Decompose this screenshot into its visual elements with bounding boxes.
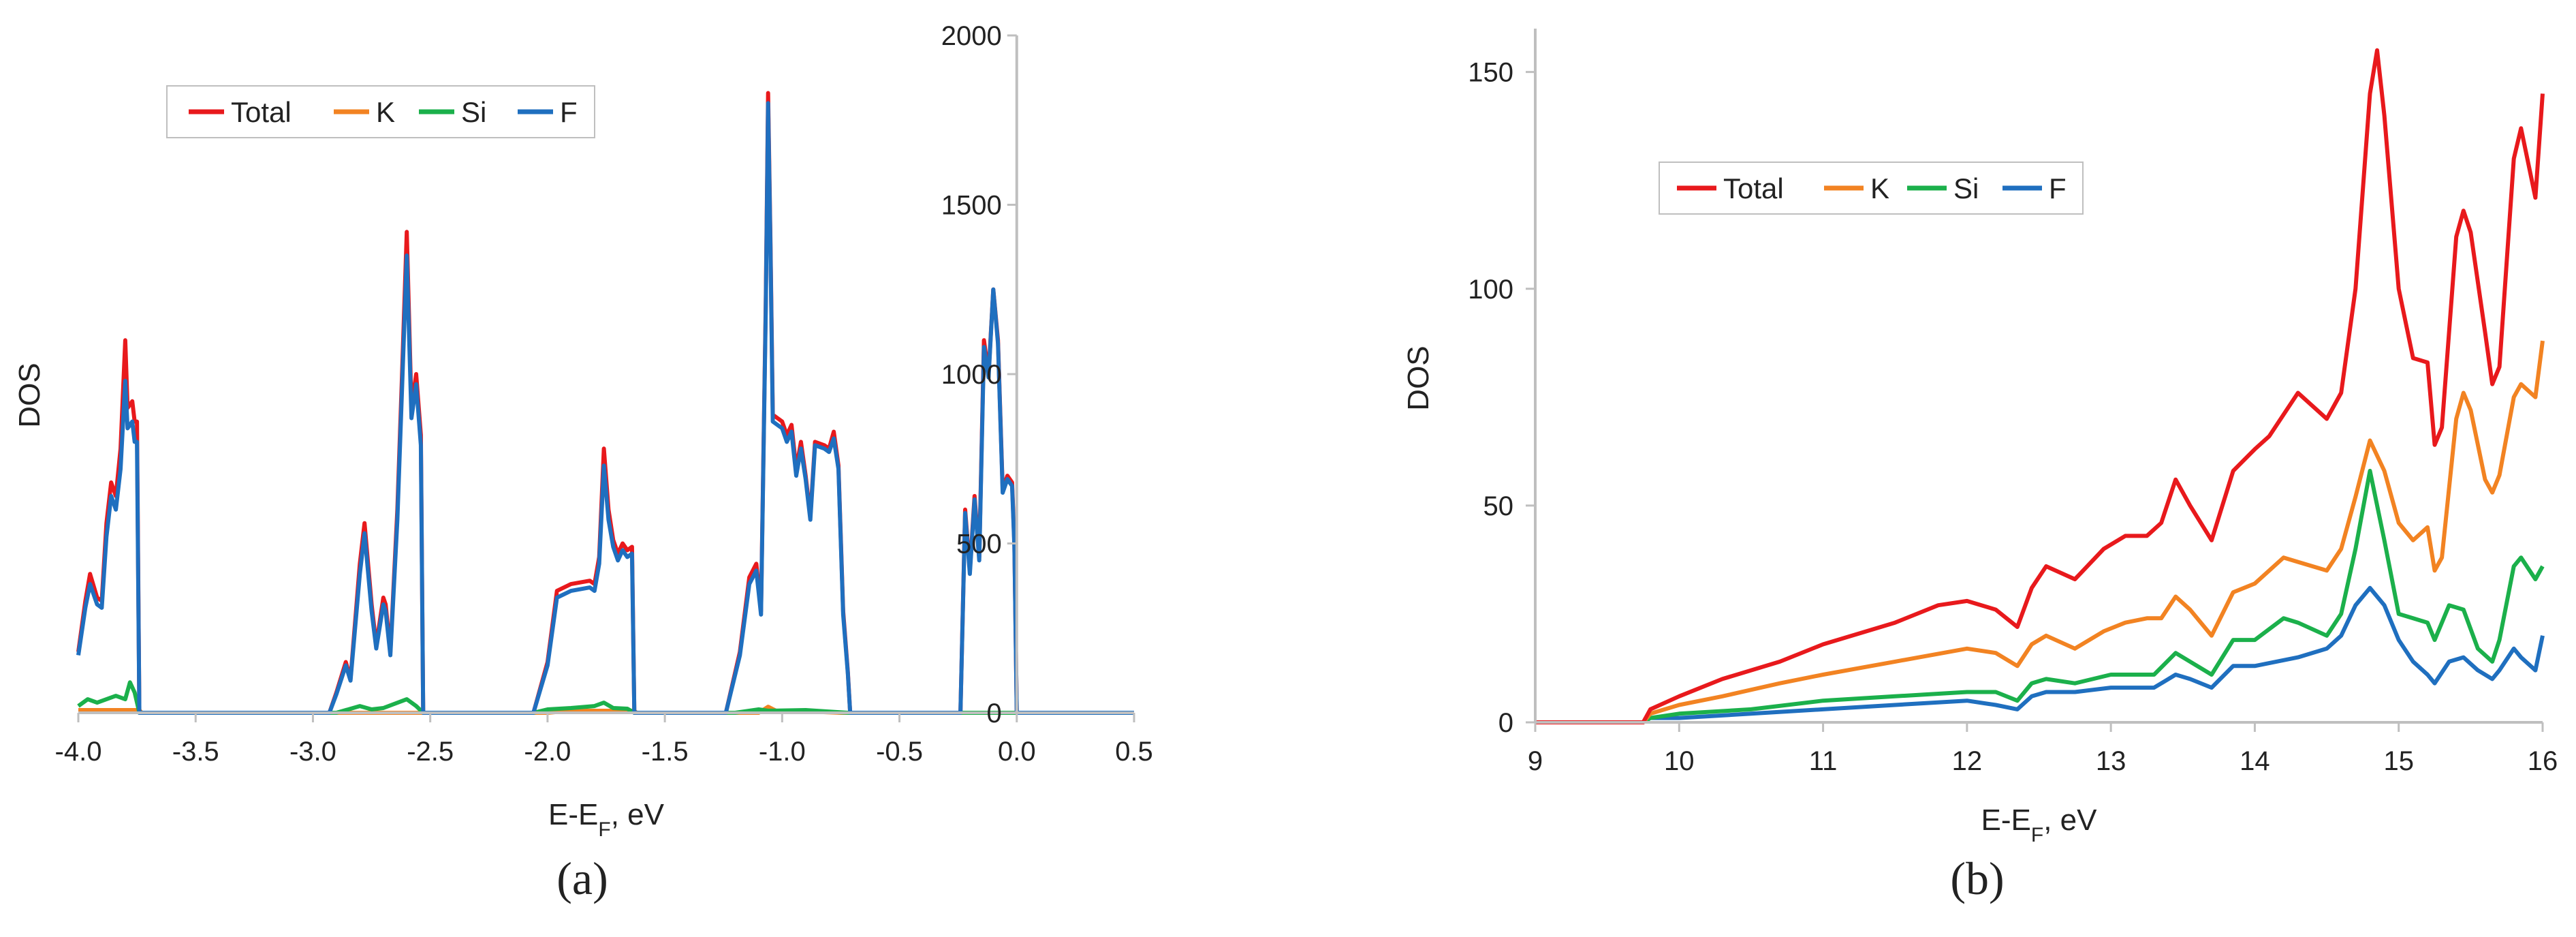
x-tick-label: -2.5	[407, 737, 454, 767]
x-axis-title: E-EF, eV	[548, 798, 665, 841]
x-tick-label: -0.5	[876, 737, 923, 767]
series-line-f	[1535, 585, 2545, 724]
x-tick-label: -4.0	[55, 737, 102, 767]
x-tick-label: 0.5	[1115, 737, 1153, 767]
panel-label-b: (b)	[1950, 852, 2004, 904]
y-tick-label: 150	[1468, 58, 1513, 88]
x-tick-label: 9	[1528, 746, 1543, 776]
series-line-total	[1535, 48, 2545, 724]
legend-label: K	[376, 96, 395, 128]
x-tick-label: -2.0	[524, 737, 571, 767]
x-tick-label: 16	[2528, 746, 2558, 776]
legend-label: K	[1870, 172, 1889, 204]
legend-label: F	[560, 96, 578, 128]
legend: Total K Si F	[1659, 162, 2084, 215]
x-tick-label: 0.0	[998, 737, 1036, 767]
panel-b-chart: 9 10 11 12 13 14 15 16 0 50 100 150 E-EF, eV DOS Total…	[1402, 29, 2558, 904]
y-tick-label: 500	[956, 529, 1002, 559]
legend: Total K Si F	[166, 85, 595, 138]
x-tick-label: 11	[1809, 746, 1838, 776]
series-line-si	[77, 680, 1134, 715]
y-tick-label: 2000	[941, 21, 1002, 51]
legend-label: Total	[231, 96, 292, 128]
legend-label: F	[2049, 172, 2067, 204]
y-tick-label: 100	[1468, 275, 1513, 305]
series-line-total	[76, 91, 1134, 715]
legend-label: Total	[1723, 172, 1784, 204]
y-axis-title: DOS	[1402, 345, 1435, 410]
series-line-si	[1535, 469, 2545, 724]
x-tick-label: 14	[2240, 746, 2270, 776]
x-tick-label: 12	[1952, 746, 1983, 776]
y-tick-label: 1500	[941, 191, 1002, 221]
legend-label: Si	[1953, 172, 1979, 204]
x-axis-title: E-EF, eV	[1981, 803, 2098, 846]
x-tick-label: 10	[1664, 746, 1695, 776]
legend-label: Si	[461, 96, 486, 128]
panel-label-a: (a)	[556, 852, 608, 904]
y-tick-label: 0	[1498, 708, 1513, 738]
y-tick-label: 0	[987, 698, 1002, 728]
x-tick-label: -3.5	[172, 737, 219, 767]
y-tick-label: 1000	[941, 360, 1002, 390]
panel-a-chart: -4.0 -3.5 -3.0 -2.5 -2.0 -1.5 -1.0 -0.5 0.0 0.5 0 5…	[13, 21, 1153, 904]
x-tick-label: -1.5	[642, 737, 689, 767]
y-axis-title: DOS	[13, 363, 46, 427]
y-tick-label: 50	[1483, 491, 1514, 521]
x-tick-label: 13	[2096, 746, 2126, 776]
series-line-k	[1535, 340, 2545, 724]
x-tick-label: -3.0	[289, 737, 336, 767]
x-tick-label: 15	[2383, 746, 2414, 776]
x-tick-label: -1.0	[759, 737, 806, 767]
